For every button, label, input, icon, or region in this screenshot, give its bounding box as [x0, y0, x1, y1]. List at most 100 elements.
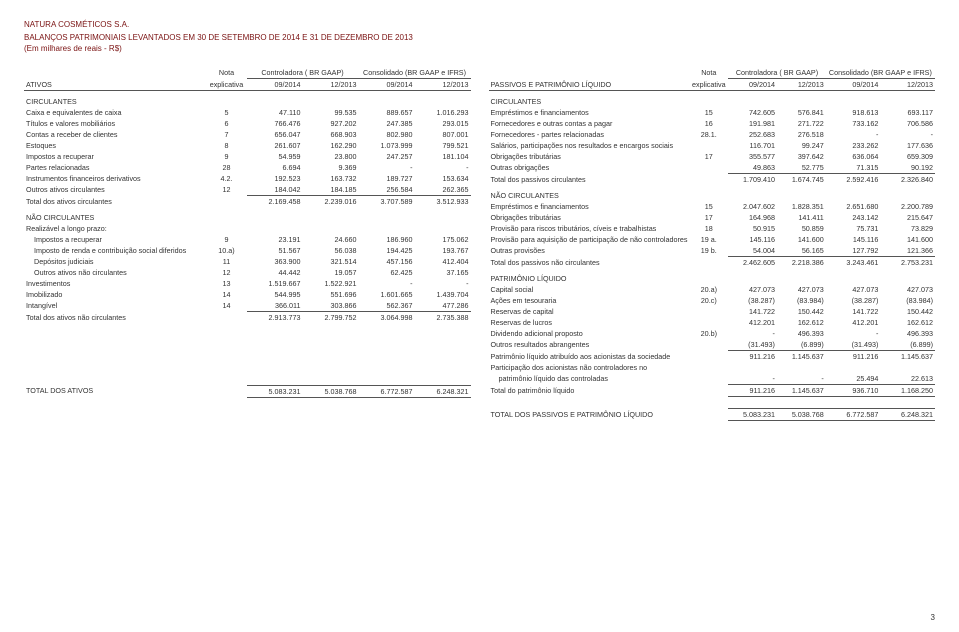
row-val: 799.521 [415, 140, 471, 151]
row-val: 6.694 [247, 162, 303, 173]
table-row: Imposto de renda e contribuição social d… [24, 245, 471, 256]
table-row: Reservas de lucros412.201162.612412.2011… [489, 317, 936, 328]
row-val: 164.968 [728, 212, 777, 223]
row-label: Instrumentos financeiros derivativos [24, 173, 207, 184]
row-val: 9.369 [303, 162, 359, 173]
row-val: (38.287) [826, 295, 881, 306]
row-val: 261.607 [247, 140, 303, 151]
row-label: Dividendo adicional proposto [489, 328, 690, 339]
row-val: 145.116 [728, 234, 777, 245]
table-row: Outras provisões19 b.54.00456.165127.792… [489, 245, 936, 257]
row-val: 706.586 [880, 118, 935, 129]
row-nota: 12 [207, 184, 247, 196]
hdr-p3: 09/2014 [359, 79, 415, 91]
row-val: 54.004 [728, 245, 777, 257]
row-val: 576.841 [777, 107, 826, 118]
row-nota: 12 [207, 267, 247, 278]
sec-pl: PATRIMÔNIO LÍQUIDO [489, 268, 690, 284]
row-val: (31.493) [826, 339, 881, 351]
row-val: 889.657 [359, 107, 415, 118]
hdr-p3-r: 09/2014 [826, 79, 881, 91]
row-label: Investimentos [24, 278, 207, 289]
row-val: 2.200.789 [880, 201, 935, 212]
row-val: 99.247 [777, 140, 826, 151]
row-val: 412.201 [728, 317, 777, 328]
row-val: 177.636 [880, 140, 935, 151]
table-row: Contas a receber de clientes7656.047668.… [24, 129, 471, 140]
row-val: 802.980 [359, 129, 415, 140]
row-val: 52.775 [777, 162, 826, 174]
row-val: 23.800 [303, 151, 359, 162]
row-label: Imposto de renda e contribuição social d… [24, 245, 207, 256]
row-label: Partes relacionadas [24, 162, 207, 173]
row-val: 2.651.680 [826, 201, 881, 212]
row-val: 54.959 [247, 151, 303, 162]
row-val: 71.315 [826, 162, 881, 174]
row-val: 355.577 [728, 151, 777, 162]
row-label: Impostos a recuperar [24, 151, 207, 162]
row-val: 150.442 [880, 306, 935, 317]
row-val: - [826, 328, 881, 339]
row-val: 256.584 [359, 184, 415, 196]
hdr-consolidado-r: Consolidado (BR GAAP e IFRS) [826, 67, 935, 79]
row-val: 262.365 [415, 184, 471, 196]
row-val: 427.073 [777, 284, 826, 295]
row-nota: 6 [207, 118, 247, 129]
row-val: 562.367 [359, 300, 415, 312]
row-val: 363.900 [247, 256, 303, 267]
sec-nao-circulantes: NÃO CIRCULANTES [24, 207, 207, 223]
row-val: - [359, 162, 415, 173]
header-row-1-r: Nota Controladora ( BR GAAP) Consolidado… [489, 67, 936, 79]
table-row: Impostos a recuperar954.95923.800247.257… [24, 151, 471, 162]
row-label: Fornecedores e outras contas a pagar [489, 118, 690, 129]
table-row: Instrumentos financeiros derivativos4.2.… [24, 173, 471, 184]
sec-circulantes-r: CIRCULANTES [489, 91, 690, 108]
row-val: 51.567 [247, 245, 303, 256]
row-val: (6.899) [880, 339, 935, 351]
row-val: 366.011 [247, 300, 303, 312]
pl-acionistas: Patrimônio líquido atribuído aos acionis… [489, 351, 936, 363]
row-nota [689, 317, 728, 328]
total-ativos-circ: Total dos ativos circulantes 2.169.458 2… [24, 196, 471, 208]
row-val: 397.642 [777, 151, 826, 162]
row-nota: 5 [207, 107, 247, 118]
row-label: Depósitos judiciais [24, 256, 207, 267]
row-nota: 10.a) [207, 245, 247, 256]
row-nota: 28.1. [689, 129, 728, 140]
table-row: Empréstimos e financiamentos152.047.6021… [489, 201, 936, 212]
table-row: Empréstimos e financiamentos15742.605576… [489, 107, 936, 118]
row-val: 23.191 [247, 234, 303, 245]
row-val: (38.287) [728, 295, 777, 306]
sec-nao-circulantes-r: NÃO CIRCULANTES [489, 185, 690, 201]
row-val: 477.286 [415, 300, 471, 312]
row-label: Estoques [24, 140, 207, 151]
row-label: Obrigações tributárias [489, 151, 690, 162]
row-nota: 8 [207, 140, 247, 151]
assets-table: Nota Controladora ( BR GAAP) Consolidado… [24, 67, 471, 398]
company-name: NATURA COSMÉTICOS S.A. [24, 20, 935, 29]
row-nota: 15 [689, 107, 728, 118]
header-row-2: ATIVOS explicativa 09/2014 12/2013 09/20… [24, 79, 471, 91]
row-val: 1.522.921 [303, 278, 359, 289]
row-val: 427.073 [728, 284, 777, 295]
row-val: (6.899) [777, 339, 826, 351]
row-val: 693.117 [880, 107, 935, 118]
row-label: Intangível [24, 300, 207, 312]
table-row: Outros resultados abrangentes (31.493)(6.… [489, 339, 936, 351]
row-val: 247.257 [359, 151, 415, 162]
row-label: Salários, participações nos resultados e… [489, 140, 690, 151]
row-val: 2.047.602 [728, 201, 777, 212]
row-val: 37.165 [415, 267, 471, 278]
row-label: Outros resultados abrangentes [489, 339, 690, 351]
total-ativos-nao-circ: Total dos ativos não circulantes 2.913.7… [24, 312, 471, 324]
row-val: 141.722 [728, 306, 777, 317]
row-val: 1.519.667 [247, 278, 303, 289]
row-val: 1.073.999 [359, 140, 415, 151]
part-row: patrimônio líquido das controladas - - 2… [489, 373, 936, 385]
row-val: 50.859 [777, 223, 826, 234]
row-label: Capital social [489, 284, 690, 295]
row-label: Outras provisões [489, 245, 690, 257]
row-val: 127.792 [826, 245, 881, 257]
row-nota: 20.b) [689, 328, 728, 339]
hdr-p1: 09/2014 [247, 79, 303, 91]
